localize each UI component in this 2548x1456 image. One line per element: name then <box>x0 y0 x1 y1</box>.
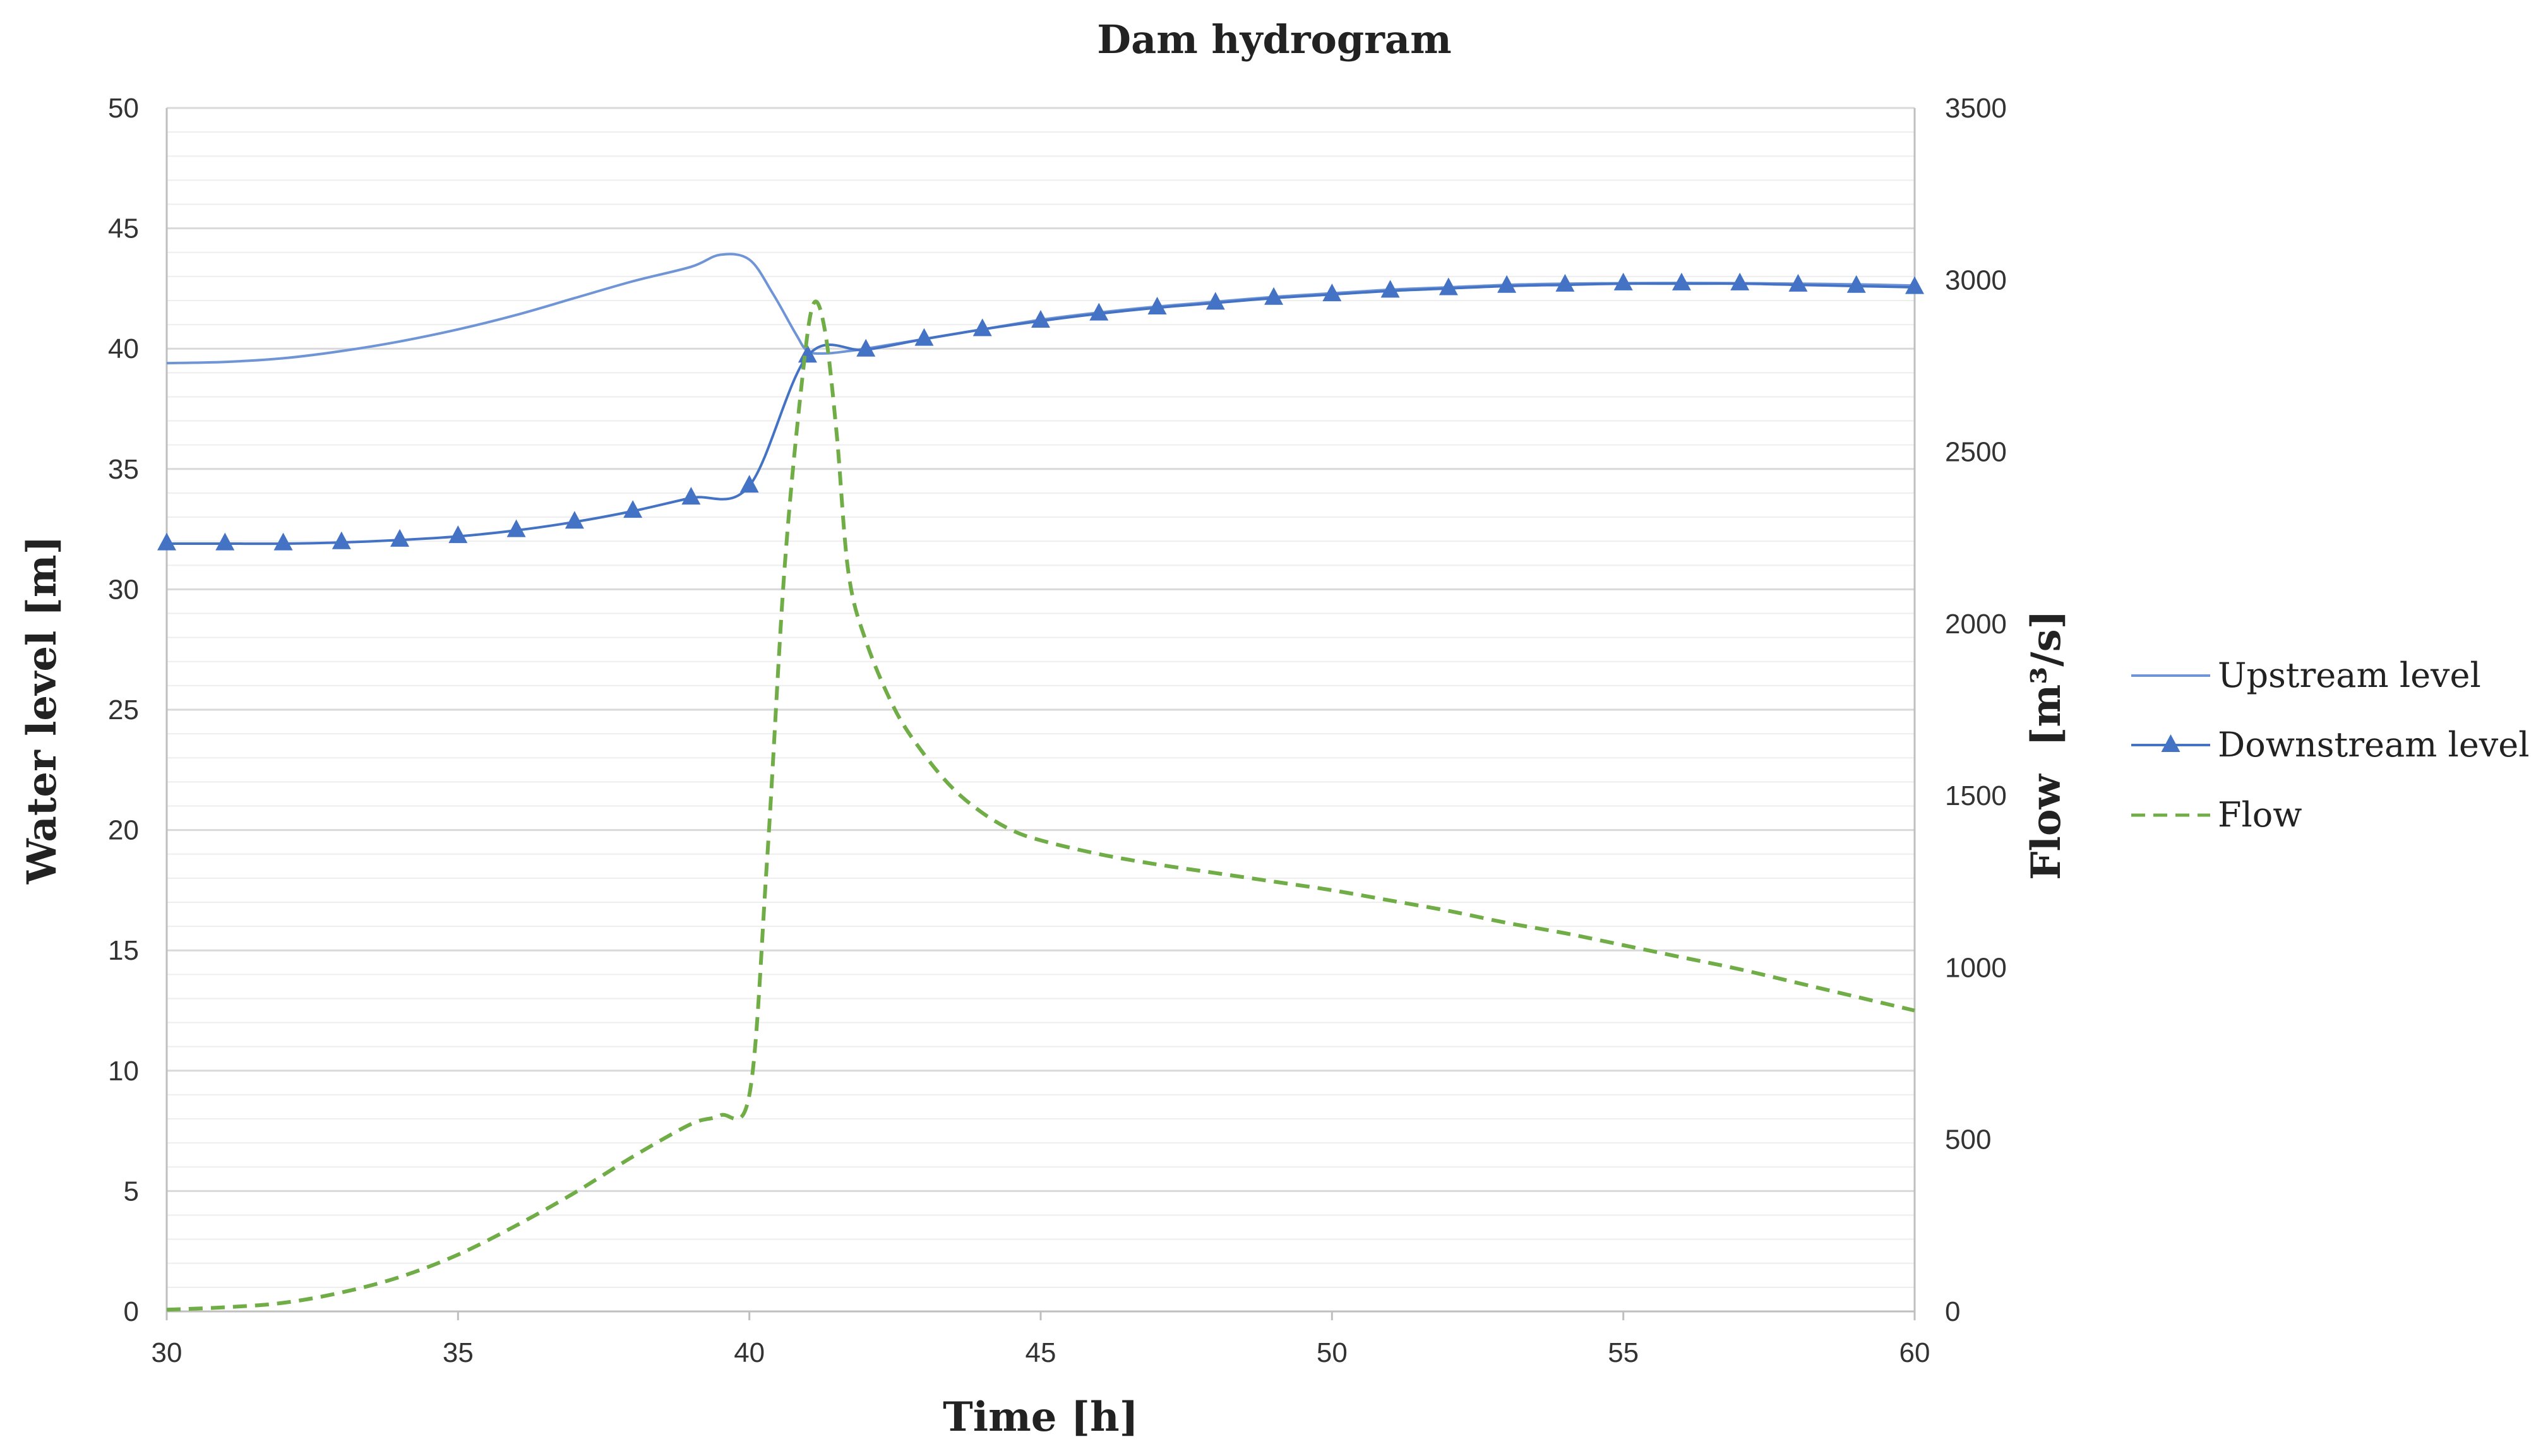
y-tick-label: 0 <box>124 1296 139 1327</box>
legend-item-flow: Flow <box>2131 795 2302 835</box>
y2-tick-label: 500 <box>1945 1125 1991 1155</box>
y-tick-label: 35 <box>108 454 139 485</box>
data-point-downstream <box>1438 277 1458 295</box>
data-point-downstream <box>1672 272 1691 290</box>
data-point-downstream <box>1089 302 1109 321</box>
x-tick-label: 50 <box>1317 1337 1348 1368</box>
legend-label-upstream: Upstream level <box>2218 655 2481 695</box>
x-tick-labels: 30 35 40 45 50 55 60 <box>152 1311 1930 1368</box>
data-point-downstream <box>1730 272 1750 290</box>
y-tick-label: 50 <box>108 93 139 124</box>
y-tick-label: 30 <box>108 574 139 605</box>
x-tick-label: 55 <box>1608 1337 1639 1368</box>
y2-tick-label: 2000 <box>1945 609 2007 640</box>
legend-marker-downstream <box>2161 734 2180 752</box>
y2-tick-labels: 0 500 1000 1500 2000 2500 3000 3500 <box>1945 93 2007 1327</box>
y-tick-label: 20 <box>108 815 139 846</box>
legend-label-downstream: Downstream level <box>2218 725 2530 765</box>
y2-tick-label: 1000 <box>1945 952 2007 983</box>
data-point-downstream <box>739 475 759 493</box>
y2-tick-label: 2500 <box>1945 437 2007 468</box>
y-tick-label: 10 <box>108 1056 139 1087</box>
data-point-downstream <box>681 487 701 505</box>
data-point-downstream <box>332 531 351 549</box>
data-point-downstream <box>215 532 235 551</box>
data-point-downstream <box>273 532 293 551</box>
data-point-downstream <box>1846 275 1866 293</box>
y-tick-label: 45 <box>108 213 139 244</box>
data-point-downstream <box>856 338 876 357</box>
x-axis-label: Time [h] <box>943 1393 1139 1441</box>
y2-tick-label: 3000 <box>1945 265 2007 295</box>
legend-item-upstream: Upstream level <box>2131 655 2481 695</box>
data-point-downstream <box>1905 276 1924 294</box>
gridlines <box>167 107 1915 1288</box>
series-line-upstream <box>166 253 1915 365</box>
y-tick-label: 5 <box>124 1176 139 1207</box>
legend-label-flow: Flow <box>2218 795 2302 835</box>
data-point-downstream <box>506 519 526 537</box>
x-tick-label: 30 <box>152 1337 182 1368</box>
y-tick-labels: 0 5 10 15 20 25 30 35 40 45 50 <box>108 93 139 1327</box>
y2-axis-label: Flow [m³/s] <box>2023 610 2070 880</box>
data-point-downstream <box>390 528 410 547</box>
data-point-downstream <box>914 328 934 346</box>
y-tick-label: 25 <box>108 695 139 725</box>
x-tick-label: 35 <box>443 1337 474 1368</box>
data-point-downstream <box>1205 292 1225 310</box>
chart-title: Dam hydrogram <box>1097 16 1451 63</box>
y-tick-label: 15 <box>108 935 139 966</box>
data-point-downstream <box>1380 280 1400 298</box>
data-point-downstream <box>565 511 584 529</box>
data-point-downstream <box>1031 310 1050 328</box>
legend-item-downstream: Downstream level <box>2131 725 2530 765</box>
data-point-downstream <box>972 318 992 337</box>
x-tick-label: 45 <box>1026 1337 1056 1368</box>
data-series <box>157 253 1924 1312</box>
data-point-downstream <box>1147 297 1167 315</box>
data-point-downstream <box>1788 273 1808 292</box>
x-tick-label: 40 <box>734 1337 765 1368</box>
data-point-downstream <box>1322 283 1342 302</box>
data-point-downstream <box>1264 287 1284 305</box>
series-line-flow <box>166 299 1915 1312</box>
y-axis-label: Water level [m] <box>18 535 66 885</box>
y2-tick-label: 3500 <box>1945 93 2007 124</box>
y2-tick-label: 1500 <box>1945 780 2007 811</box>
y-tick-label: 40 <box>108 333 139 364</box>
data-point-downstream <box>1497 275 1517 293</box>
x-tick-label: 60 <box>1899 1337 1930 1368</box>
data-point-downstream <box>623 500 643 518</box>
data-point-downstream <box>157 532 176 551</box>
data-point-downstream <box>448 525 468 544</box>
plot-area: 30 35 40 45 50 55 60 0 5 10 15 20 25 30 35 40 45 50 0 500… <box>108 93 2007 1368</box>
y2-tick-label: 0 <box>1945 1296 1960 1327</box>
legend: Upstream level Downstream level Flow <box>2131 655 2530 835</box>
data-point-downstream <box>1613 272 1633 290</box>
data-point-downstream <box>1555 273 1575 292</box>
